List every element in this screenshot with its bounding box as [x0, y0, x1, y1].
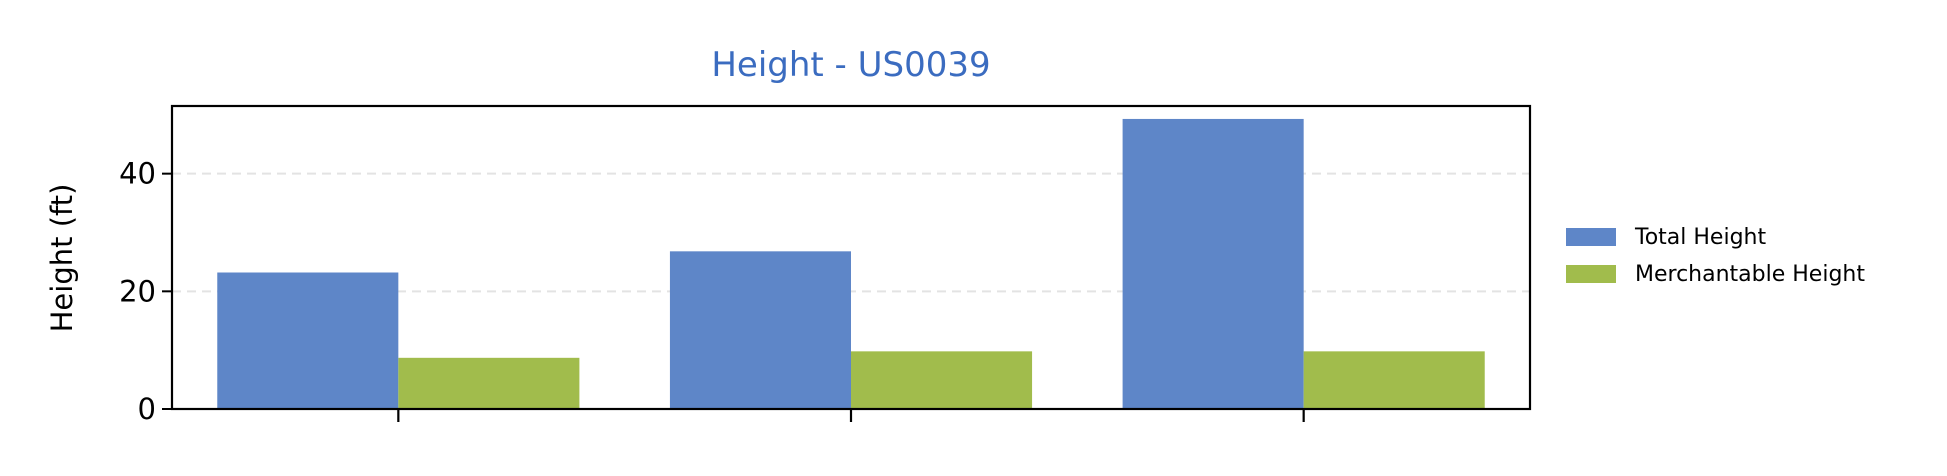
bar-merchantable-height — [398, 357, 580, 409]
bar-total-height — [669, 251, 851, 409]
y-tick-label: 20 — [119, 274, 156, 308]
y-tick-label: 40 — [119, 157, 156, 191]
bar-merchantable-height — [851, 351, 1033, 409]
legend: Total Height Merchantable Height — [1566, 225, 1865, 287]
axes: 0 20 40 — [119, 104, 1532, 426]
y-axis-label: Height (ft) — [45, 184, 79, 333]
legend-label: Total Height — [1634, 225, 1766, 250]
chart-title: Height - US0039 — [711, 45, 990, 85]
bars — [217, 118, 1485, 409]
bar-total-height — [1122, 118, 1304, 409]
legend-swatch — [1566, 228, 1616, 246]
legend-swatch — [1566, 265, 1616, 283]
legend-label: Merchantable Height — [1635, 262, 1865, 287]
bar-total-height — [217, 272, 399, 409]
bar-merchantable-height — [1303, 351, 1485, 409]
y-tick-label: 0 — [138, 392, 156, 426]
